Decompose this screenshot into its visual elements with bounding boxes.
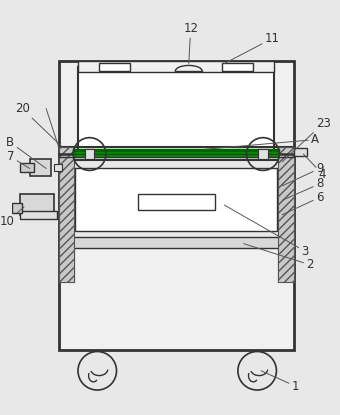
Bar [75,168,277,231]
Bar [278,147,294,282]
Text: 6: 6 [282,191,323,215]
Bar [66,160,287,239]
Bar [85,149,95,159]
Bar [78,67,274,152]
Text: 8: 8 [282,177,323,200]
Bar [78,61,274,72]
Text: 12: 12 [183,22,198,63]
Text: 7: 7 [7,150,30,168]
Bar [59,237,294,249]
Text: 10: 10 [0,207,24,228]
Bar [138,195,215,210]
Bar [20,163,34,172]
Bar [20,211,57,219]
Bar [54,164,62,171]
Text: B: B [6,136,46,168]
Text: 23: 23 [282,117,331,162]
Text: 1: 1 [261,371,299,393]
Text: 20: 20 [15,102,63,147]
Text: 2: 2 [244,244,314,271]
Text: A: A [205,133,319,149]
Bar [294,148,307,156]
Text: 3: 3 [224,205,309,258]
Bar [13,203,22,213]
Bar [59,147,74,282]
Bar [30,159,51,176]
Bar [99,63,130,71]
Text: 11: 11 [224,32,280,63]
Bar [258,149,268,159]
Bar [222,63,253,71]
Text: 4: 4 [303,154,326,181]
Bar [20,193,54,215]
Text: 9: 9 [282,162,323,186]
Bar [59,61,294,349]
